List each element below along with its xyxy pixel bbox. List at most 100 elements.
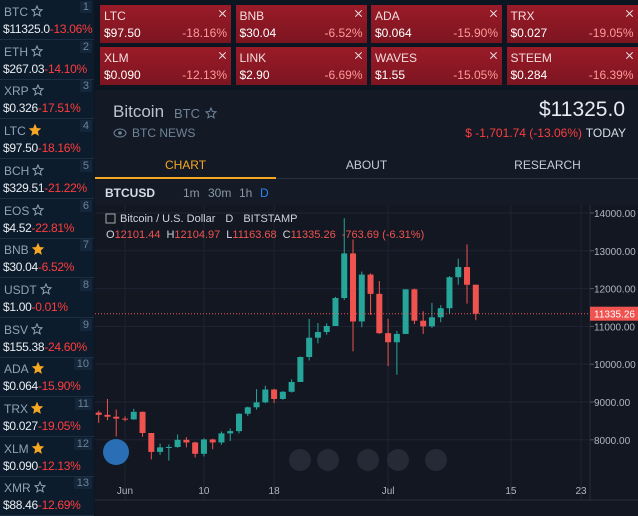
price-badge — [590, 306, 638, 321]
tile[interactable]: WAVES $1.55 -15.05% — [371, 47, 502, 85]
tab[interactable]: ABOUT — [345, 158, 388, 172]
tile-change: -12.13% — [182, 68, 227, 82]
axis-bg — [590, 205, 638, 516]
star[interactable] — [32, 203, 44, 216]
candle-body — [95, 412, 102, 415]
star[interactable] — [31, 44, 43, 57]
candle-body — [148, 433, 155, 452]
pair[interactable]: BTCUSD — [105, 186, 155, 200]
coin-symbol: LTC — [4, 124, 26, 139]
y-tick-label: 12000.00 — [594, 285, 636, 296]
chart-control[interactable] — [387, 449, 409, 471]
coin-row[interactable]: USDT 8 $1.00-0.01% — [0, 278, 94, 318]
tile[interactable]: STEEM $0.284 -16.39% — [506, 47, 638, 85]
candle-body — [314, 332, 321, 338]
coin-row[interactable]: BSV 9 $155.38-24.60% — [0, 318, 94, 358]
tile-close[interactable] — [490, 52, 497, 59]
rank: 1 — [79, 1, 92, 13]
tab[interactable]: CHART — [95, 158, 276, 179]
coin-price: $1.00-0.01% — [3, 299, 68, 314]
tile-symbol: TRX — [510, 9, 535, 23]
coin-row[interactable]: EOS 6 $4.52-22.81% — [0, 199, 94, 239]
interval[interactable]: 1h — [239, 186, 253, 200]
candle-body — [393, 333, 400, 343]
candle-body — [385, 333, 392, 343]
rank: 2 — [79, 40, 92, 53]
tile-change: -19.05% — [588, 26, 634, 40]
coin-symbol: BCH — [4, 163, 30, 178]
tile-close[interactable] — [355, 52, 362, 59]
coin-row[interactable]: BNB 7 $30.04-6.52% — [0, 238, 94, 279]
candle-body — [437, 308, 444, 318]
chart-control[interactable] — [317, 449, 339, 471]
candle-body — [472, 284, 479, 314]
tile-close[interactable] — [219, 10, 226, 17]
tile-price: $2.90 — [239, 68, 270, 82]
rank: 13 — [73, 477, 92, 490]
coin-row[interactable]: BCH 5 $329.51-21.22% — [0, 159, 94, 199]
candle-body — [253, 402, 260, 408]
coin-row[interactable]: BTC 1 $11325.0-13.06% — [0, 0, 94, 40]
y-tick-label: 13000.00 — [594, 247, 636, 258]
candle-body — [455, 267, 462, 278]
chart: 8000.00 9000.00 10000.00 11000.00 12000.00 13… — [95, 205, 638, 516]
coin-row[interactable]: TRX 11 $0.027-19.05% — [0, 397, 94, 437]
tile[interactable]: XLM $0.090 -12.13% — [100, 47, 231, 85]
candle-body — [323, 325, 330, 333]
news-link[interactable]: BTC NEWS — [132, 126, 196, 140]
star[interactable] — [32, 84, 44, 97]
star[interactable] — [32, 243, 44, 256]
chart-control[interactable] — [289, 449, 311, 471]
coin-row[interactable]: ETH 2 $267.03-14.10% — [0, 40, 94, 80]
tile-change: -15.90% — [453, 26, 498, 40]
candle-body — [236, 413, 243, 432]
coin-name: Bitcoin — [113, 102, 165, 121]
chart-control[interactable] — [425, 449, 447, 471]
tile-close[interactable] — [219, 52, 226, 59]
coin-row[interactable]: XLM 12 $0.090-12.13% — [0, 437, 94, 477]
candle-body — [227, 431, 234, 434]
y-tick-label: 9000.00 — [594, 398, 631, 409]
tile-symbol: WAVES — [375, 51, 418, 65]
x-tick-label: 18 — [269, 486, 281, 497]
tile[interactable]: BNB $30.04 -6.52% — [235, 5, 367, 43]
star[interactable] — [32, 362, 44, 375]
rank: 11 — [74, 398, 92, 410]
chart-control[interactable] — [357, 449, 379, 471]
star[interactable] — [34, 481, 46, 494]
candle-body — [411, 289, 418, 321]
star[interactable] — [31, 5, 43, 17]
star[interactable] — [32, 441, 44, 454]
favorite-star[interactable] — [205, 107, 217, 119]
tile-close[interactable] — [355, 10, 362, 17]
tile[interactable]: TRX $0.027 -19.05% — [506, 5, 638, 43]
tab[interactable]: RESEARCH — [514, 158, 581, 172]
coin-price: $88.46-12.69% — [3, 498, 81, 513]
tile-symbol: STEEM — [510, 51, 552, 65]
tile-close[interactable] — [490, 10, 497, 17]
tile[interactable]: ADA $0.064 -15.90% — [371, 5, 502, 43]
coin-row[interactable]: ADA 10 $0.064-15.90% — [0, 357, 94, 398]
candle-body — [157, 447, 164, 452]
star[interactable] — [32, 163, 44, 176]
coin-row[interactable]: LTC 4 $97.50-18.16% — [0, 119, 94, 160]
coin-row[interactable]: XMR 13 $88.46-12.69% — [0, 476, 94, 516]
interval[interactable]: 1m — [183, 186, 200, 200]
tile[interactable]: LINK $2.90 -6.69% — [235, 47, 367, 85]
tile-close[interactable] — [626, 52, 633, 59]
coin-row[interactable]: XRP 3 $0.326-17.51% — [0, 79, 94, 120]
coin-change: -12.13% — [37, 458, 81, 473]
star[interactable] — [40, 282, 52, 295]
interval[interactable]: 30m — [208, 186, 232, 200]
coin-symbol: XLM — [4, 441, 29, 456]
tile[interactable]: LTC $97.50 -18.16% — [100, 5, 231, 43]
star[interactable] — [31, 402, 43, 414]
tile-close[interactable] — [626, 10, 633, 17]
coin-price: $97.50-18.16% — [3, 141, 81, 156]
star[interactable] — [29, 124, 41, 136]
tile-price: $0.064 — [375, 26, 412, 40]
ohlc-legend: O12101.44 H12104.97 L11163.68 C11335.26 -763… — [106, 229, 424, 241]
star[interactable] — [31, 322, 43, 335]
legend-part: 12101.44 — [115, 229, 161, 241]
interval[interactable]: D — [260, 186, 269, 200]
